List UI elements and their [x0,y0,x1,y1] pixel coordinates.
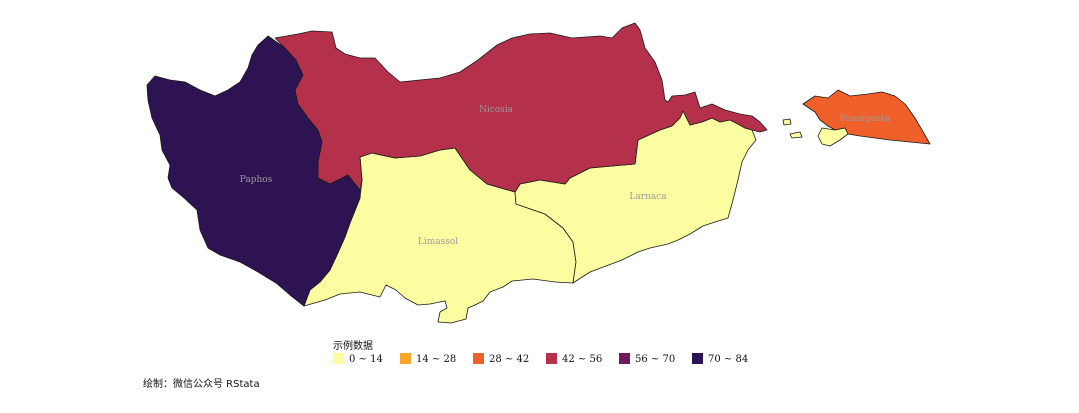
legend-swatch [692,353,703,364]
legend-item: 28 ~ 42 [473,353,529,365]
islet-1 [782,118,792,126]
legend-item: 14 ~ 28 [400,353,456,365]
legend-swatch [546,353,557,364]
legend-items: 0 ~ 14 14 ~ 28 28 ~ 42 42 ~ 56 56 ~ 70 70 ~ 8… [333,353,748,365]
legend-swatch [400,353,411,364]
region-larnaca-east-fragment [817,127,849,147]
label-nicosia: Nicosia [479,105,514,115]
legend-swatch [619,353,630,364]
legend-item: 42 ~ 56 [546,353,602,365]
label-famagusta: Famagusta [840,114,891,124]
region-nicosia[interactable] [274,22,768,193]
legend-title: 示例数据 [333,339,373,352]
region-famagusta[interactable] [802,89,931,145]
legend-item: 56 ~ 70 [619,353,675,365]
legend-label: 70 ~ 84 [708,354,748,365]
legend-label: 0 ~ 14 [349,354,383,365]
credit-text: 绘制：微信公众号 RStata [143,377,260,390]
legend: 示例数据 0 ~ 14 14 ~ 28 28 ~ 42 42 ~ 56 56 ~ 70 7… [333,339,748,365]
legend-item: 0 ~ 14 [333,353,383,365]
legend-label: 28 ~ 42 [489,354,529,365]
legend-swatch [333,353,344,364]
legend-item: 70 ~ 84 [692,353,748,365]
legend-swatch [473,353,484,364]
legend-label: 14 ~ 28 [416,354,456,365]
legend-label: 56 ~ 70 [635,354,675,365]
label-larnaca: Larnaca [629,192,667,202]
islet-2 [789,131,803,139]
label-limassol: Limassol [418,237,458,247]
label-paphos: Paphos [240,175,273,185]
legend-label: 42 ~ 56 [562,354,602,365]
